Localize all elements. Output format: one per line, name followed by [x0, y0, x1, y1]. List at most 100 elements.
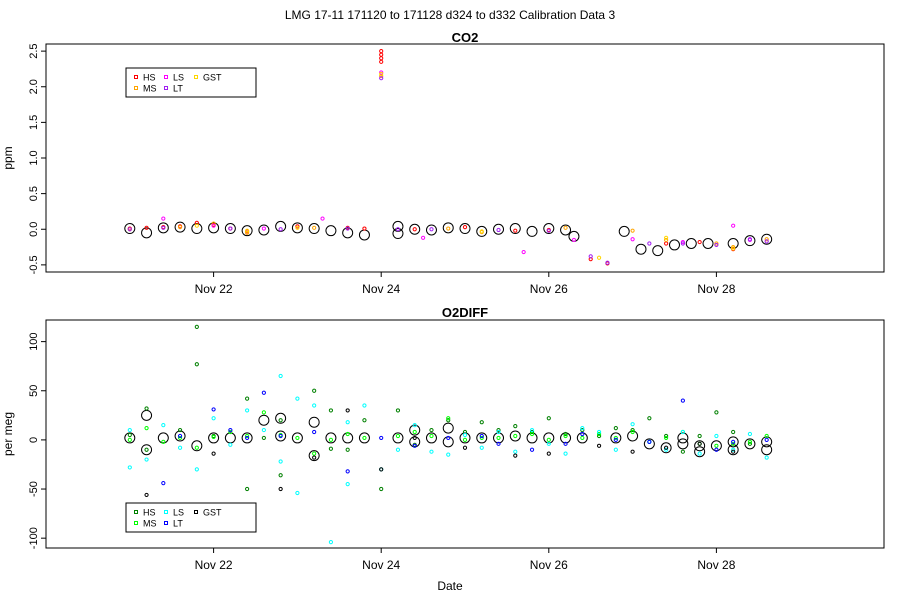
- data-point-ms: [412, 429, 417, 435]
- ref-circle: [409, 424, 421, 436]
- data-point-lt: [429, 227, 434, 232]
- ref-circle: [710, 440, 722, 452]
- x-tick-label: Nov 26: [530, 558, 568, 572]
- data-point-ms: [127, 437, 132, 442]
- ref-circle: [761, 233, 773, 245]
- data-point-hs: [127, 432, 132, 438]
- data-point-hs: [379, 56, 384, 61]
- data-point-ms: [764, 237, 769, 242]
- ref-circle: [425, 432, 437, 444]
- data-point-ls: [596, 429, 602, 435]
- data-point-ms: [714, 443, 719, 448]
- ref-circle: [392, 432, 404, 444]
- ref-circle: [685, 238, 697, 249]
- ref-circle: [308, 450, 320, 462]
- data-point-ls: [362, 403, 367, 408]
- data-point-gst: [513, 453, 518, 458]
- data-point-hs: [664, 433, 669, 439]
- data-point-hs: [479, 420, 484, 425]
- ref-circle: [576, 432, 588, 444]
- data-point-hs: [194, 324, 199, 329]
- ref-circle: [568, 230, 580, 242]
- data-point-lt: [345, 226, 350, 231]
- data-point-hs: [747, 441, 753, 446]
- data-point-hs: [362, 418, 367, 423]
- data-point-ls: [345, 482, 350, 487]
- ref-circle: [526, 432, 538, 444]
- data-point-ls: [613, 447, 618, 452]
- data-point-ms: [496, 435, 501, 441]
- ref-circle: [526, 225, 538, 237]
- data-point-ms: [312, 451, 317, 456]
- ref-circle: [141, 444, 153, 456]
- data-point-lt: [345, 469, 350, 474]
- data-point-lt: [161, 225, 166, 230]
- data-point-ms: [177, 225, 183, 230]
- data-point-ls: [412, 423, 417, 428]
- data-point-ls: [529, 427, 535, 433]
- data-point-lt: [379, 76, 384, 81]
- data-point-lt: [605, 260, 610, 265]
- y-tick-label: 1.5: [28, 115, 40, 130]
- legend-marker-ls: [164, 75, 168, 79]
- data-point-hs: [177, 427, 183, 433]
- data-point-hs: [395, 408, 401, 413]
- ref-circle: [677, 432, 689, 444]
- ref-circle: [141, 227, 153, 239]
- data-point-ms: [395, 433, 401, 439]
- ref-circle: [627, 430, 639, 442]
- data-point-gst: [194, 223, 199, 228]
- ref-circle: [509, 430, 521, 442]
- data-point-gst: [479, 229, 484, 234]
- legend-box: [125, 502, 257, 533]
- data-point-gst: [412, 435, 417, 441]
- data-point-ms: [429, 433, 434, 439]
- data-point-ls: [312, 403, 317, 408]
- ref-circle: [409, 223, 421, 235]
- y-tick-label: -50: [28, 481, 40, 497]
- series-gst: [194, 71, 736, 260]
- ref-circle: [224, 432, 236, 444]
- panel-title: CO2: [452, 30, 479, 45]
- ref-circle: [459, 223, 471, 235]
- ref-circle: [543, 432, 555, 444]
- data-point-hs: [546, 416, 551, 421]
- data-point-hs: [345, 447, 350, 452]
- data-point-lt: [479, 433, 484, 439]
- ref-circle: [618, 225, 630, 237]
- series-ls: [161, 70, 753, 255]
- ref-circle: [652, 245, 664, 257]
- data-point-ls: [630, 237, 635, 242]
- data-point-ls: [571, 237, 577, 243]
- data-point-gst: [697, 441, 702, 446]
- ref-circle: [157, 432, 169, 444]
- ref-circle: [509, 223, 521, 235]
- legend-label-lt: LT: [173, 84, 183, 94]
- y-tick-label: 50: [28, 385, 40, 397]
- data-point-ls: [630, 422, 635, 427]
- data-point-hs: [580, 427, 585, 433]
- data-point-hs: [714, 410, 719, 415]
- x-tick-label: Nov 24: [362, 558, 400, 572]
- ref-circle: [291, 222, 303, 234]
- legend-marker-ms: [134, 86, 138, 90]
- series-gst: [144, 408, 736, 509]
- data-point-lt: [496, 441, 501, 446]
- series-lt: [127, 76, 769, 265]
- data-point-ls: [521, 249, 526, 255]
- data-point-ls: [747, 431, 753, 437]
- data-point-ls: [395, 447, 401, 452]
- data-point-ls: [278, 373, 283, 379]
- data-point-ms: [580, 435, 585, 441]
- data-point-gst: [144, 492, 149, 498]
- legend-marker-lt: [164, 86, 168, 90]
- data-point-hs: [731, 429, 736, 435]
- data-point-hs: [328, 446, 334, 451]
- legend-label-ls: LS: [173, 73, 184, 83]
- ref-circle: [660, 442, 672, 454]
- data-point-ms: [563, 433, 568, 439]
- data-point-ls: [664, 447, 669, 452]
- data-point-hs: [245, 486, 250, 492]
- data-point-hs: [245, 396, 250, 401]
